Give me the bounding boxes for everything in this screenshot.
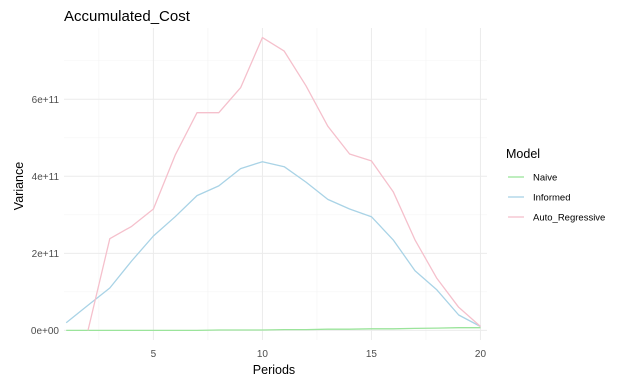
minor-gridlines [64,28,487,340]
legend-items: Naive Informed Auto_Regressive [508,173,605,224]
legend-item-informed: Informed [508,193,571,204]
x-tick-label: 15 [366,349,378,360]
series-layer [65,36,481,332]
y-axis-title: Variance [12,162,26,210]
series-line-auto-regressive [87,36,481,331]
y-tick-label: 2e+11 [32,249,60,260]
major-gridlines [64,28,487,340]
legend-item-auto-regressive: Auto_Regressive [508,213,605,224]
series-line-naive [66,327,481,332]
y-tick-label: 4e+11 [32,172,60,183]
x-axis-ticks: 5 10 15 20 [151,349,487,360]
legend-label-naive: Naive [533,173,557,184]
y-tick-label: 6e+11 [32,95,60,106]
legend-title: Model [506,147,540,161]
legend-item-naive: Naive [508,173,557,184]
x-tick-label: 20 [475,349,487,360]
legend: Model Naive Informed Auto_Regressive [506,147,605,224]
x-tick-label: 10 [257,349,269,360]
legend-label-auto-regressive: Auto_Regressive [533,213,605,224]
legend-label-informed: Informed [533,193,571,204]
y-axis-ticks: 0e+00 2e+11 4e+11 6e+11 [31,95,60,337]
series-line-informed [65,161,481,328]
x-axis-title: Periods [253,363,295,377]
x-tick-label: 5 [151,349,157,360]
y-tick-label: 0e+00 [31,326,60,337]
chart-title: Accumulated_Cost [64,8,191,25]
